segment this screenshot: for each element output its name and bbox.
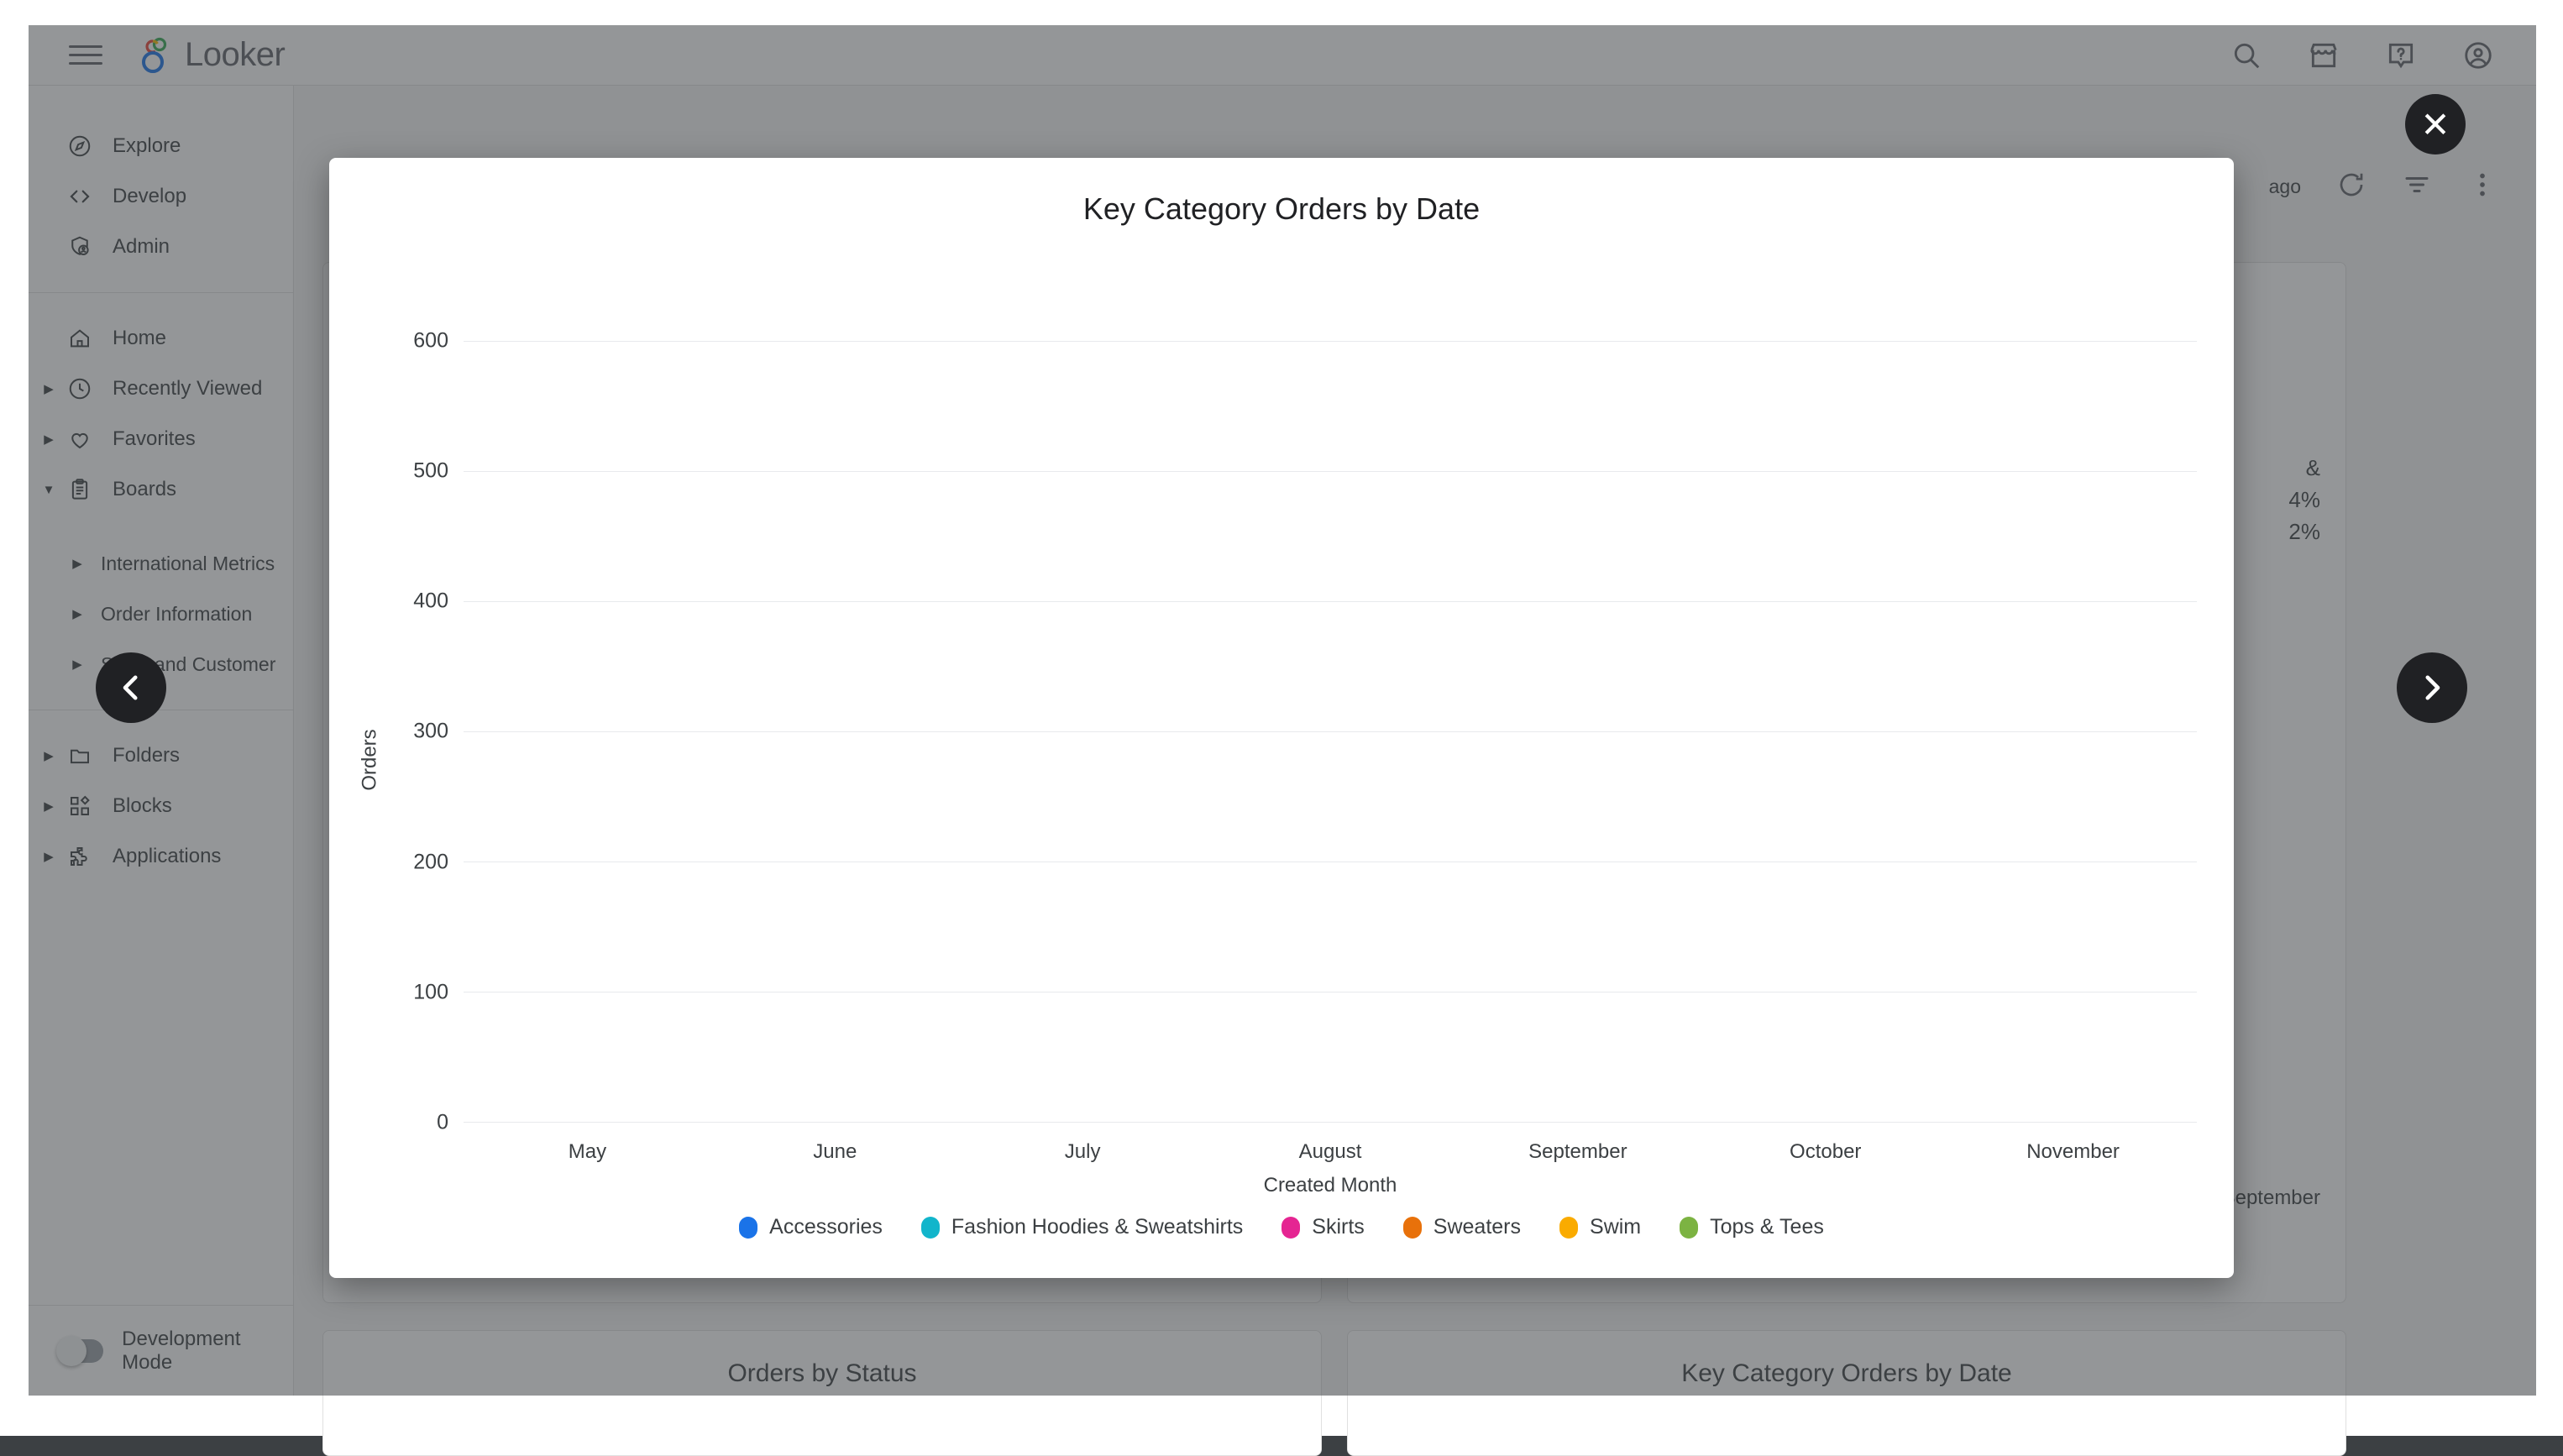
legend-color-swatch (739, 1217, 757, 1239)
legend-label: Skirts (1312, 1215, 1365, 1239)
x-axis-tick-label: May (569, 1140, 606, 1164)
gridline: 0 (464, 1122, 2197, 1123)
legend-color-swatch (1559, 1217, 1578, 1239)
bar-column[interactable]: June (711, 275, 959, 1122)
legend-color-swatch (921, 1217, 940, 1239)
legend-item[interactable]: Accessories (739, 1215, 883, 1239)
legend-label: Sweaters (1433, 1215, 1521, 1239)
x-axis-tick-label: July (1065, 1140, 1101, 1164)
bar-column[interactable]: October (1701, 275, 1949, 1122)
legend-label: Tops & Tees (1710, 1215, 1824, 1239)
x-axis-tick-label: September (1528, 1140, 1627, 1164)
x-axis-tick-label: October (1790, 1140, 1861, 1164)
y-axis-tick-label: 0 (437, 1111, 448, 1135)
legend-label: Accessories (769, 1215, 883, 1239)
x-axis-tick-label: November (2026, 1140, 2120, 1164)
y-axis-tick-label: 500 (413, 458, 448, 483)
bar-column[interactable]: August (1207, 275, 1454, 1122)
y-axis-tick-label: 400 (413, 589, 448, 614)
y-axis-tick-label: 100 (413, 980, 448, 1004)
legend-label: Fashion Hoodies & Sweatshirts (951, 1215, 1243, 1239)
y-axis-tick-label: 300 (413, 720, 448, 744)
chart-legend: Accessories Fashion Hoodies & Sweatshirts… (329, 1215, 2234, 1239)
legend-item[interactable]: Swim (1559, 1215, 1641, 1239)
y-axis-tick-label: 200 (413, 850, 448, 874)
x-axis-tick-label: June (813, 1140, 857, 1164)
modal-title: Key Category Orders by Date (329, 158, 2234, 227)
legend-item[interactable]: Fashion Hoodies & Sweatshirts (921, 1215, 1243, 1239)
x-axis-title: Created Month (464, 1174, 2197, 1197)
close-icon[interactable]: ✕ (2405, 94, 2466, 155)
gridline: 300 (464, 731, 2197, 732)
bar-column[interactable]: September (1454, 275, 1701, 1122)
bar-column[interactable]: November (1949, 275, 2197, 1122)
gridline: 400 (464, 601, 2197, 602)
next-chart-arrow-icon[interactable] (2397, 652, 2467, 723)
legend-color-swatch (1403, 1217, 1422, 1239)
legend-color-swatch (1282, 1217, 1300, 1239)
gridline: 500 (464, 471, 2197, 472)
bar-column[interactable]: July (959, 275, 1207, 1122)
gridline: 600 (464, 341, 2197, 342)
bar-column[interactable]: May (464, 275, 711, 1122)
legend-item[interactable]: Sweaters (1403, 1215, 1521, 1239)
y-axis-tick-label: 600 (413, 328, 448, 353)
legend-item[interactable]: Tops & Tees (1680, 1215, 1824, 1239)
previous-chart-arrow-icon[interactable] (96, 652, 166, 723)
legend-label: Swim (1590, 1215, 1641, 1239)
y-axis-title: Orders (359, 729, 382, 790)
legend-item[interactable]: Skirts (1282, 1215, 1365, 1239)
legend-color-swatch (1680, 1217, 1698, 1239)
x-axis-tick-label: August (1299, 1140, 1362, 1164)
